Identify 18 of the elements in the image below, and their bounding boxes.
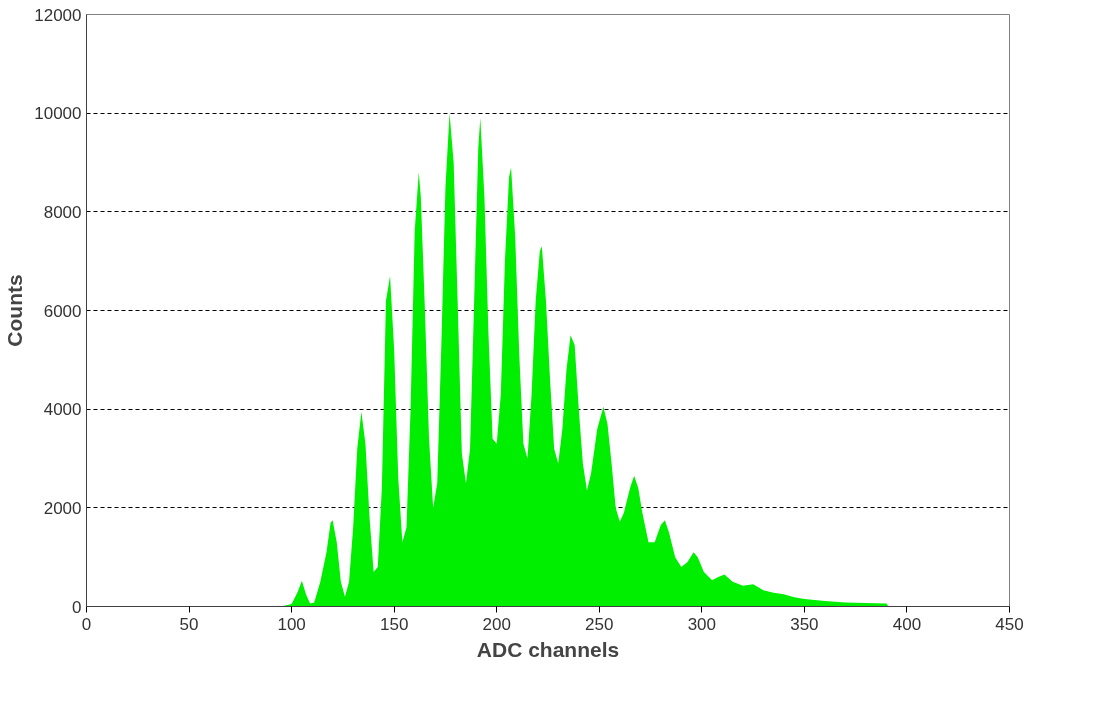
x-axis-title: ADC channels bbox=[476, 637, 620, 661]
x-tick-label: 350 bbox=[790, 614, 819, 634]
y-tick-label: 0 bbox=[72, 597, 82, 617]
x-tick-label: 300 bbox=[687, 614, 717, 634]
y-axis-title: Counts bbox=[3, 274, 27, 347]
x-tick-label: 200 bbox=[482, 614, 511, 634]
y-tick-label: 4000 bbox=[43, 400, 82, 420]
x-tick-label: 50 bbox=[179, 614, 199, 634]
x-tick-label: 150 bbox=[379, 614, 409, 634]
x-tick-label: 450 bbox=[995, 614, 1024, 634]
y-tick-label: 2000 bbox=[43, 498, 82, 518]
x-tick-label: 100 bbox=[277, 614, 306, 634]
x-tick-label: 400 bbox=[892, 614, 922, 634]
y-tick-label: 6000 bbox=[43, 301, 82, 321]
y-tick-label: 12000 bbox=[34, 5, 82, 25]
x-tick-label: 250 bbox=[585, 614, 614, 634]
y-tick-label: 10000 bbox=[34, 104, 82, 124]
y-tick-label: 8000 bbox=[43, 202, 82, 222]
